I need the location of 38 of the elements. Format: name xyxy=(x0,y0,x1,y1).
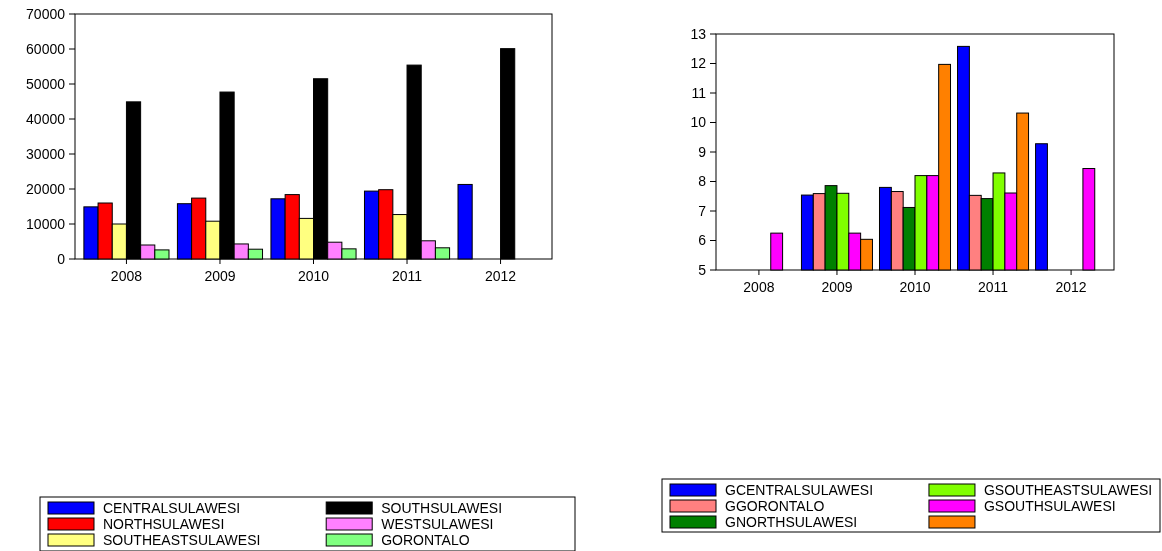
x-tick-label: 2011 xyxy=(977,279,1009,295)
x-tick-label: 2009 xyxy=(204,268,236,284)
legend-label: GGORONTALO xyxy=(725,498,825,514)
x-tick-label: 2011 xyxy=(391,268,423,284)
x-tick-label: 2010 xyxy=(899,279,931,295)
y-tick-label: 5 xyxy=(698,261,707,278)
legend-label: WESTSULAWESI xyxy=(381,516,494,532)
x-tick-label: 2009 xyxy=(821,279,853,295)
legend-label: SOUTHEASTSULAWESI xyxy=(103,532,261,548)
x-tick-label: 2012 xyxy=(484,268,517,284)
y-tick-label: 70000 xyxy=(26,5,66,22)
y-tick-label: 6 xyxy=(698,232,707,249)
x-tick-label: 2008 xyxy=(110,268,143,284)
y-tick-label: 0 xyxy=(57,250,66,267)
y-tick-label: 30000 xyxy=(26,145,66,162)
y-tick-label: 60000 xyxy=(26,40,66,57)
y-tick-label: 11 xyxy=(691,84,707,101)
legend-label: GSOUTHEASTSULAWESI xyxy=(983,482,1153,498)
legend-label: GORONTALO xyxy=(381,532,470,548)
legend-label: CENTRALSULAWESI xyxy=(103,500,241,516)
x-tick-label: 2008 xyxy=(743,279,775,295)
y-tick-label: 7 xyxy=(698,202,707,219)
y-tick-label: 10000 xyxy=(26,215,66,232)
legend-label: GSOUTHSULAWESI xyxy=(983,498,1116,514)
x-tick-label: 2010 xyxy=(297,268,330,284)
y-tick-label: 9 xyxy=(698,143,707,160)
x-tick-label: 2012 xyxy=(1055,279,1087,295)
y-tick-label: 8 xyxy=(698,173,707,190)
legend-label: NORTHSULAWESI xyxy=(103,516,225,532)
y-tick-label: 20000 xyxy=(26,180,66,197)
legend-label: SOUTHSULAWESI xyxy=(381,500,503,516)
y-tick-label: 10 xyxy=(690,114,707,131)
y-tick-label: 13 xyxy=(690,25,707,42)
y-tick-label: 40000 xyxy=(26,110,66,127)
y-tick-label: 12 xyxy=(690,55,707,72)
y-tick-label: 50000 xyxy=(26,75,66,92)
legend-label: GNORTHSULAWESI xyxy=(725,514,858,530)
legend-label: GCENTRALSULAWESI xyxy=(725,482,874,498)
